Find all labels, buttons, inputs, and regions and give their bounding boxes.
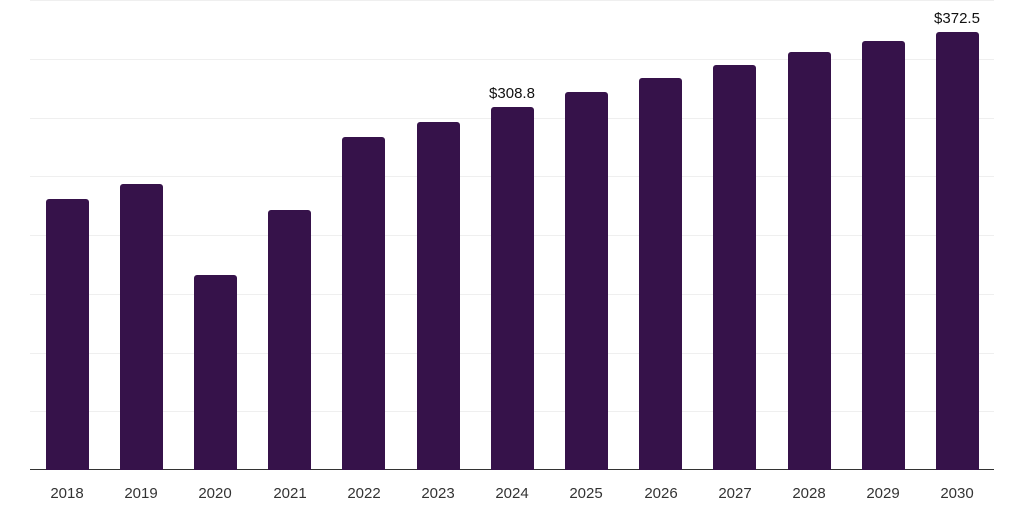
bar-2030	[936, 32, 979, 470]
bar-2023	[417, 122, 460, 470]
bar-2018	[46, 199, 89, 470]
x-tick-label: 2030	[940, 485, 974, 502]
x-tick-label: 2021	[273, 485, 307, 502]
bar-2029	[862, 41, 905, 470]
x-tick-label: 2022	[347, 485, 381, 502]
bar-2027	[713, 65, 756, 470]
gridline	[30, 0, 994, 1]
bar-2021	[268, 210, 311, 470]
bar-2026	[639, 78, 682, 470]
x-tick-label: 2018	[50, 485, 84, 502]
value-label: $308.8	[489, 85, 535, 102]
bar-2025	[565, 92, 608, 470]
x-tick-label: 2027	[718, 485, 752, 502]
value-label: $372.5	[934, 10, 980, 27]
x-tick-label: 2025	[569, 485, 603, 502]
x-tick-label: 2024	[495, 485, 529, 502]
x-tick-label: 2020	[198, 485, 232, 502]
bar-2020	[194, 275, 237, 470]
x-tick-label: 2026	[644, 485, 678, 502]
bar-2019	[120, 184, 163, 470]
bar-2022	[342, 137, 385, 470]
bar-2028	[788, 52, 831, 470]
x-tick-label: 2023	[421, 485, 455, 502]
x-tick-label: 2028	[792, 485, 826, 502]
x-tick-label: 2019	[124, 485, 158, 502]
gridline	[30, 59, 994, 60]
x-tick-label: 2029	[866, 485, 900, 502]
bar-2024	[491, 107, 534, 470]
